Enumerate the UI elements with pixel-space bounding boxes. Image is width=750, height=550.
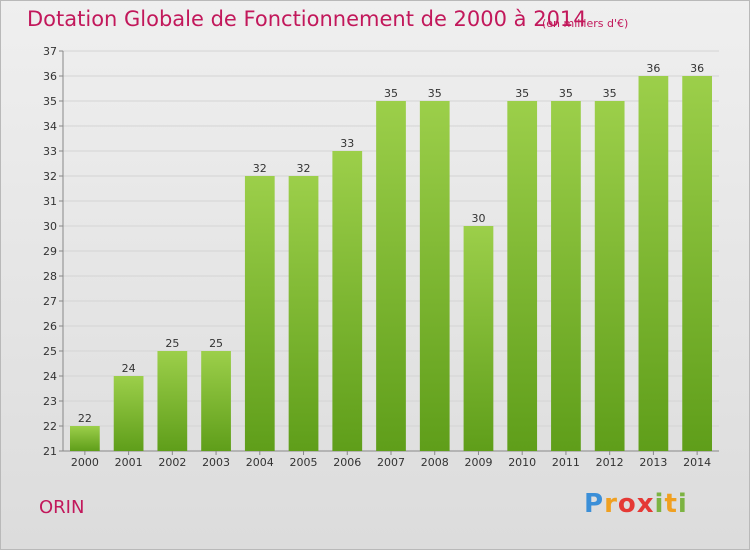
y-tick-label: 28 xyxy=(43,270,57,283)
value-label: 33 xyxy=(340,137,354,150)
x-tick-label: 2012 xyxy=(596,456,624,469)
value-label: 25 xyxy=(209,337,223,350)
y-tick-label: 24 xyxy=(43,370,57,383)
bar-2013 xyxy=(638,76,669,451)
bar-2009 xyxy=(463,226,494,451)
x-tick-label: 2001 xyxy=(115,456,143,469)
bar-2012 xyxy=(594,101,625,451)
y-tick-label: 22 xyxy=(43,420,57,433)
bar-2010 xyxy=(507,101,538,451)
value-label: 35 xyxy=(603,87,617,100)
y-tick-label: 37 xyxy=(43,45,57,58)
proxiti-logo: Proxiti xyxy=(584,489,688,519)
bar-2014 xyxy=(682,76,713,451)
value-label: 35 xyxy=(559,87,573,100)
x-tick-label: 2010 xyxy=(508,456,536,469)
x-tick-label: 2004 xyxy=(246,456,274,469)
x-tick-label: 2002 xyxy=(158,456,186,469)
x-tick-label: 2005 xyxy=(290,456,318,469)
x-tick-label: 2007 xyxy=(377,456,405,469)
value-label: 30 xyxy=(471,212,485,225)
y-tick-label: 23 xyxy=(43,395,57,408)
x-tick-label: 2008 xyxy=(421,456,449,469)
x-tick-label: 2006 xyxy=(333,456,361,469)
bar-2006 xyxy=(332,151,363,451)
y-tick-label: 27 xyxy=(43,295,57,308)
bar-2007 xyxy=(376,101,406,451)
bar-2001 xyxy=(113,376,144,451)
y-tick-label: 33 xyxy=(43,145,57,158)
commune-name: ORIN xyxy=(39,497,85,518)
y-tick-label: 34 xyxy=(43,120,57,133)
x-tick-label: 2009 xyxy=(464,456,492,469)
value-label: 25 xyxy=(165,337,179,350)
y-tick-label: 31 xyxy=(43,195,57,208)
y-tick-label: 35 xyxy=(43,95,57,108)
y-tick-label: 29 xyxy=(43,245,57,258)
bar-2005 xyxy=(288,176,319,451)
y-tick-label: 36 xyxy=(43,70,57,83)
chart-title: Dotation Globale de Fonctionnement de 20… xyxy=(27,7,587,31)
value-label: 36 xyxy=(690,62,704,75)
bar-2004 xyxy=(244,176,275,451)
x-tick-label: 2000 xyxy=(71,456,99,469)
value-label: 24 xyxy=(122,362,136,375)
value-label: 35 xyxy=(428,87,442,100)
value-label: 22 xyxy=(78,412,92,425)
x-tick-label: 2013 xyxy=(639,456,667,469)
y-tick-label: 25 xyxy=(43,345,57,358)
y-tick-label: 32 xyxy=(43,170,57,183)
bar-2003 xyxy=(201,351,231,451)
value-label: 36 xyxy=(646,62,660,75)
y-tick-label: 30 xyxy=(43,220,57,233)
value-label: 32 xyxy=(253,162,267,175)
labels: 21 22 23 24 25 26 27 28 29 30 31 32 33 34 35 36 37 22 2000… xyxy=(43,45,711,469)
bar-2011 xyxy=(551,101,581,451)
value-label: 32 xyxy=(297,162,311,175)
value-label: 35 xyxy=(515,87,529,100)
x-tick-label: 2003 xyxy=(202,456,230,469)
y-tick-label: 21 xyxy=(43,445,57,458)
x-tick-label: 2014 xyxy=(683,456,711,469)
bars xyxy=(69,76,713,451)
bar-2000 xyxy=(69,426,100,451)
chart-subtitle: (en milliers d'€) xyxy=(542,17,629,30)
value-label: 35 xyxy=(384,87,398,100)
x-tick-label: 2011 xyxy=(552,456,580,469)
y-tick-label: 26 xyxy=(43,320,57,333)
bar-2008 xyxy=(419,101,450,451)
bar-2002 xyxy=(157,351,188,451)
